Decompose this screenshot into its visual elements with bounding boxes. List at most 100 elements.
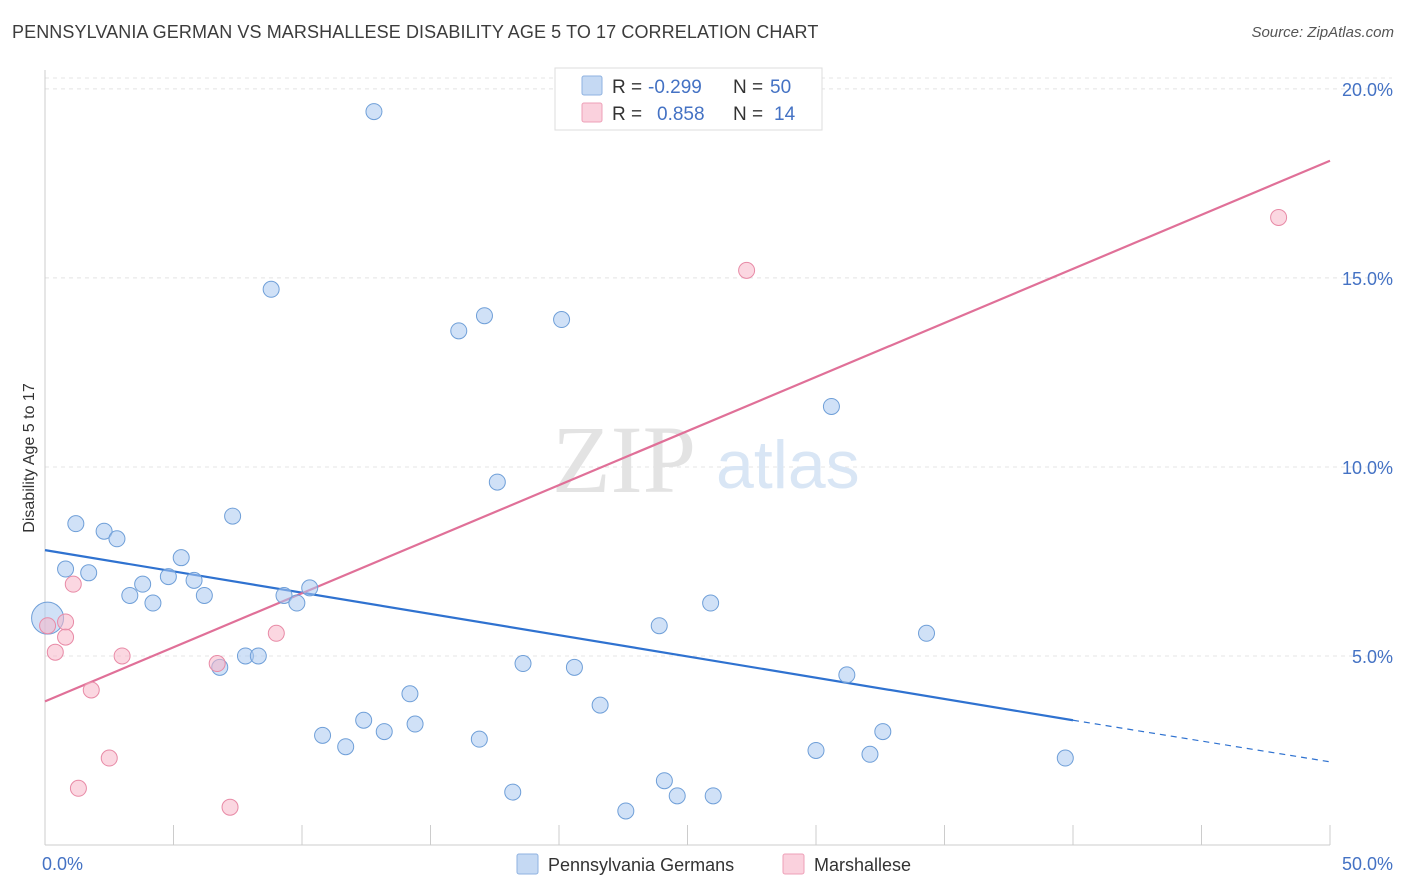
pennsylvania-point — [262, 280, 280, 298]
legend-r-value: -0.299 — [648, 77, 702, 98]
y-tick-label: 5.0% — [1352, 647, 1393, 667]
pennsylvania-point — [450, 322, 468, 340]
bottom-legend: Pennsylvania Germans Marshallese — [516, 853, 911, 875]
marshallese-point — [267, 624, 285, 642]
pennsylvania-point — [172, 549, 190, 567]
pennsylvania-point — [488, 473, 506, 491]
pennsylvania-point — [704, 787, 722, 805]
pennsylvania-point — [95, 522, 113, 540]
pennsylvania-point — [1056, 749, 1074, 767]
pennsylvania-point — [617, 802, 635, 820]
legend-r-label: R = — [612, 104, 642, 125]
pennsylvania-point — [874, 723, 892, 741]
trend-lines — [44, 159, 1331, 763]
bottom-legend-marshallese: Marshallese — [814, 855, 911, 875]
y-tick-label: 15.0% — [1342, 269, 1393, 289]
pennsylvania-point — [470, 730, 488, 748]
marshallese-point — [64, 575, 82, 593]
legend-swatch-blue — [581, 75, 603, 96]
pennsylvania-point — [650, 617, 668, 635]
pennsylvania-point — [275, 586, 293, 604]
pennsylvania-point — [314, 726, 332, 744]
pennsylvania-point — [57, 560, 75, 578]
x-tick-label: 50.0% — [1342, 854, 1393, 874]
pennsylvania-point — [185, 571, 203, 589]
pennsylvania-point — [591, 696, 609, 714]
marshallese-point — [738, 261, 756, 279]
pennsylvania-point — [702, 594, 720, 612]
pennsylvania-point — [504, 783, 522, 801]
grid — [45, 77, 1392, 657]
pennsylvania-point — [365, 103, 383, 121]
axes — [44, 70, 1331, 846]
legend: R = -0.299 N = 50 R = 0.858 N = 14 — [554, 67, 823, 131]
pennsylvania-point — [121, 586, 139, 604]
pennsylvania-point — [224, 507, 242, 525]
pennsylvania-point — [475, 307, 493, 325]
pennsylvania-trend-line — [44, 549, 1074, 722]
bottom-legend-pennsylvania: Pennsylvania Germans — [548, 855, 734, 875]
pennsylvania-point — [67, 515, 85, 533]
legend-n-value: 14 — [774, 104, 796, 125]
marshallese-trend-line — [44, 159, 1331, 703]
pennsylvania-point — [861, 745, 879, 763]
pennsylvania-point — [375, 723, 393, 741]
pennsylvania-point — [337, 738, 355, 756]
pennsylvania-point — [655, 772, 673, 790]
pennsylvania-point — [565, 658, 583, 676]
tick-labels: 5.0% 10.0% 15.0% 20.0% 0.0% 50.0% — [42, 80, 1393, 874]
marshallese-point — [46, 643, 64, 661]
marshallese-point — [82, 681, 100, 699]
watermark: ZIP atlas — [552, 406, 860, 513]
marshallese-point — [208, 655, 226, 673]
legend-r-label: R = — [612, 77, 642, 98]
marshallese-point — [69, 779, 87, 797]
bottom-legend-swatch-pink — [782, 853, 805, 875]
pennsylvania-point — [514, 655, 532, 673]
pennsylvania-point — [918, 624, 936, 642]
marshallese-point — [57, 613, 75, 631]
watermark-atlas: atlas — [716, 427, 860, 503]
legend-row-marshallese: R = 0.858 N = 14 — [581, 102, 796, 125]
legend-row-pennsylvania: R = -0.299 N = 50 — [581, 75, 791, 98]
pennsylvania-point — [838, 666, 856, 684]
y-tick-label: 20.0% — [1342, 80, 1393, 100]
chart-title: PENNSYLVANIA GERMAN VS MARSHALLESE DISAB… — [12, 22, 819, 42]
legend-r-value: 0.858 — [657, 104, 705, 125]
legend-n-label: N = — [733, 104, 763, 125]
pennsylvania-point — [134, 575, 152, 593]
watermark-zip: ZIP — [552, 406, 696, 513]
pennsylvania-point — [822, 397, 840, 415]
pennsylvania-point — [406, 715, 424, 733]
source-label: Source: ZipAtlas.com — [1251, 24, 1394, 41]
legend-n-label: N = — [733, 77, 763, 98]
marshallese-point — [221, 798, 239, 816]
pennsylvania-point — [301, 579, 319, 597]
pennsylvania-point — [668, 787, 686, 805]
marshallese-point — [1270, 208, 1288, 226]
x-tick-label: 0.0% — [42, 854, 83, 874]
pennsylvania-trend-extension — [1072, 719, 1331, 763]
pennsylvania-point — [807, 741, 825, 759]
y-axis-label: Disability Age 5 to 17 — [21, 383, 38, 533]
bottom-legend-swatch-blue — [516, 853, 539, 875]
pennsylvania-point — [249, 647, 267, 665]
pennsylvania-point — [553, 311, 571, 329]
marshallese-point — [100, 749, 118, 767]
legend-swatch-pink — [581, 102, 603, 123]
pennsylvania-point — [80, 564, 98, 582]
y-tick-label: 10.0% — [1342, 458, 1393, 478]
marshallese-point — [113, 647, 131, 665]
pennsylvania-point — [108, 530, 126, 548]
pennsylvania-point — [144, 594, 162, 612]
data-points — [31, 103, 1288, 820]
marshallese-point — [39, 617, 57, 635]
pennsylvania-point — [288, 594, 306, 612]
pennsylvania-point — [195, 586, 213, 604]
pennsylvania-point — [159, 568, 177, 586]
legend-n-value: 50 — [770, 77, 791, 98]
pennsylvania-point — [355, 711, 373, 729]
pennsylvania-point — [401, 685, 419, 703]
marshallese-point — [57, 628, 75, 646]
